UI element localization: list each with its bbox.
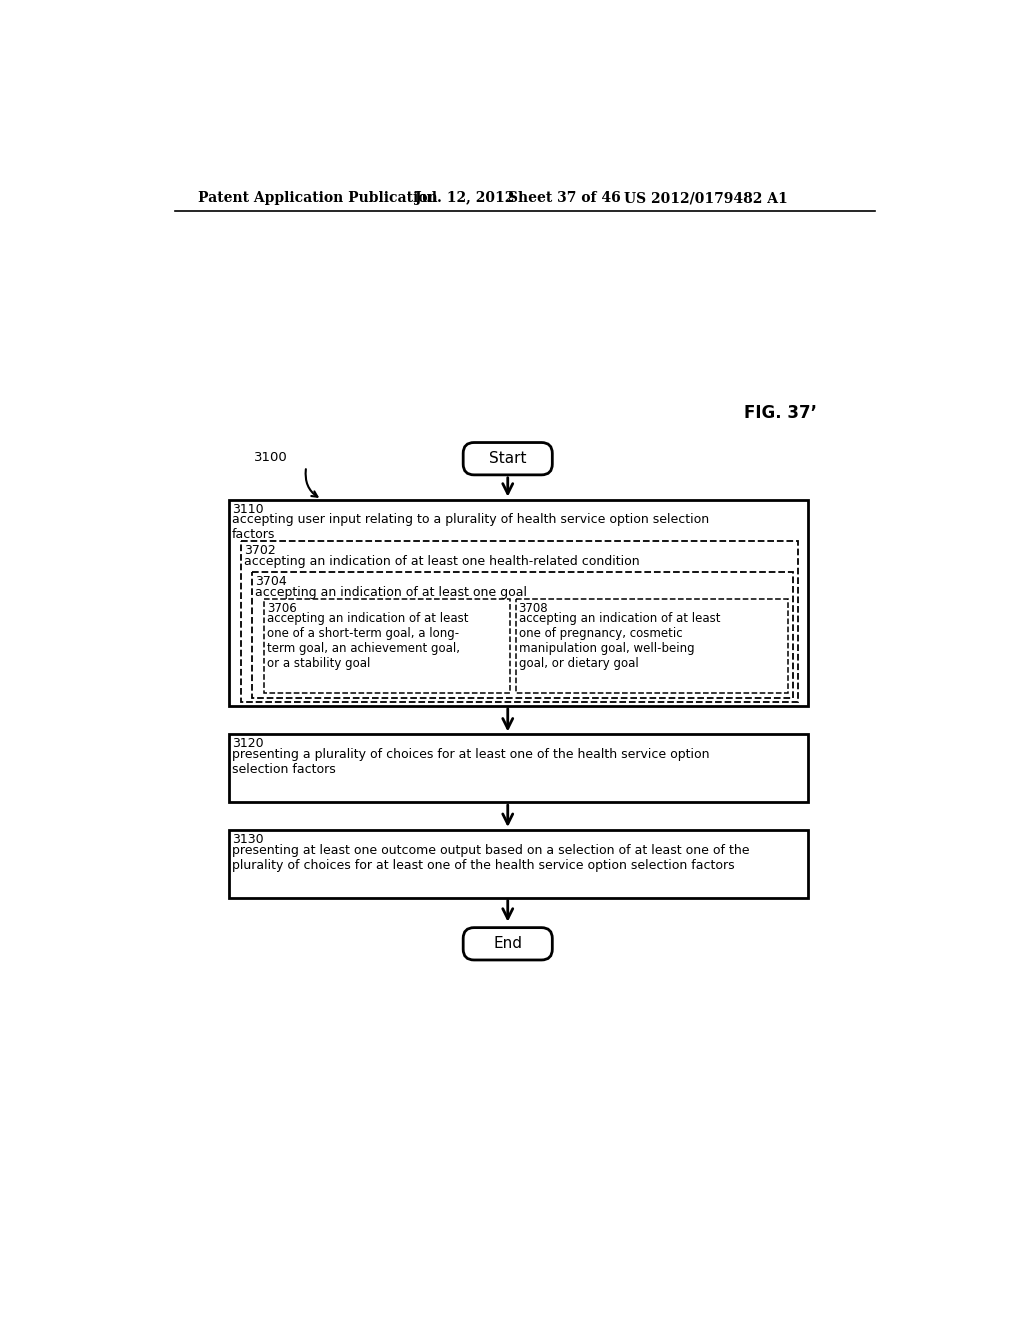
Text: accepting user input relating to a plurality of health service option selection
: accepting user input relating to a plura… xyxy=(231,513,709,541)
Bar xyxy=(241,541,798,702)
Text: End: End xyxy=(494,936,522,952)
Bar xyxy=(228,499,809,706)
Bar xyxy=(515,599,788,693)
Text: Patent Application Publication: Patent Application Publication xyxy=(198,191,437,206)
Text: US 2012/0179482 A1: US 2012/0179482 A1 xyxy=(624,191,787,206)
Text: 3120: 3120 xyxy=(231,738,263,751)
Bar xyxy=(263,599,510,693)
Text: 3702: 3702 xyxy=(245,544,276,557)
Bar xyxy=(252,572,793,698)
Text: accepting an indication of at least one health-related condition: accepting an indication of at least one … xyxy=(245,554,640,568)
Text: accepting an indication of at least
one of a short-term goal, a long-
term goal,: accepting an indication of at least one … xyxy=(266,612,468,671)
Text: 3130: 3130 xyxy=(231,833,263,846)
Text: presenting at least one outcome output based on a selection of at least one of t: presenting at least one outcome output b… xyxy=(231,843,750,871)
Text: 3100: 3100 xyxy=(254,450,288,463)
Text: 3708: 3708 xyxy=(518,602,548,615)
Text: 3706: 3706 xyxy=(266,602,297,615)
Bar xyxy=(228,830,809,898)
Text: Start: Start xyxy=(489,451,526,466)
Bar xyxy=(228,734,809,803)
FancyBboxPatch shape xyxy=(463,928,552,960)
FancyBboxPatch shape xyxy=(463,442,552,475)
Text: accepting an indication of at least
one of pregnancy, cosmetic
manipulation goal: accepting an indication of at least one … xyxy=(518,612,720,671)
Text: Jul. 12, 2012: Jul. 12, 2012 xyxy=(415,191,514,206)
Text: accepting an indication of at least one goal: accepting an indication of at least one … xyxy=(255,586,527,599)
Text: Sheet 37 of 46: Sheet 37 of 46 xyxy=(508,191,621,206)
Text: 3704: 3704 xyxy=(255,576,287,587)
Text: FIG. 37’: FIG. 37’ xyxy=(744,404,817,421)
Text: 3110: 3110 xyxy=(231,503,263,516)
Text: presenting a plurality of choices for at least one of the health service option
: presenting a plurality of choices for at… xyxy=(231,748,710,776)
